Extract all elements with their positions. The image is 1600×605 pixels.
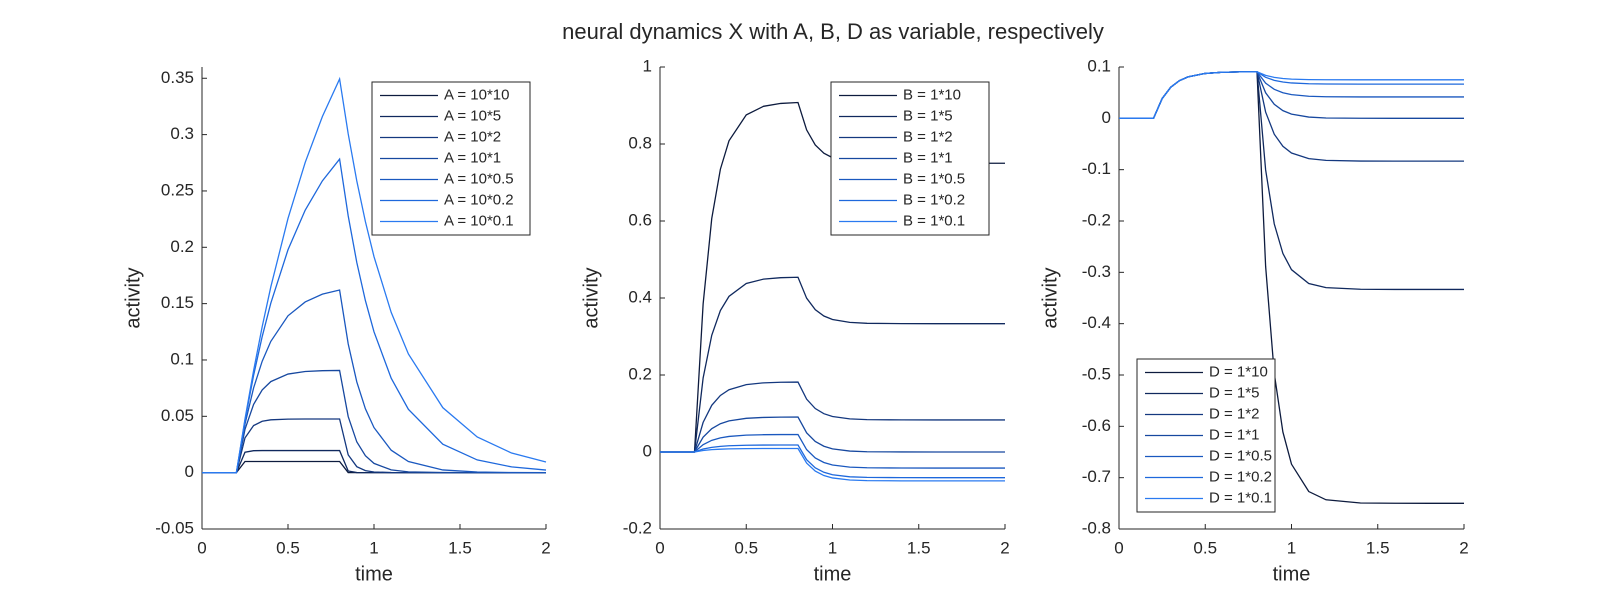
subplot: 0 0.5 1 1.5 2 -0.8 -0.7 -0.6 -0.5 -0.4 -0.3 -0.2 -0.… xyxy=(1039,56,1468,585)
y-tick-label: 0.1 xyxy=(170,349,194,368)
y-axis-label: activity xyxy=(1039,267,1061,328)
x-tick-label: 0 xyxy=(1114,538,1123,557)
legend-label: D = 1*2 xyxy=(1209,405,1259,422)
x-tick-label: 1 xyxy=(1287,538,1296,557)
y-tick-label: 0.35 xyxy=(161,68,194,87)
legend-label: B = 1*10 xyxy=(903,86,961,103)
y-tick-label: -0.4 xyxy=(1082,313,1111,332)
data-line xyxy=(660,381,1005,453)
y-tick-label: 0.05 xyxy=(161,406,194,425)
data-line xyxy=(660,433,1005,469)
legend-label: B = 1*0.2 xyxy=(903,191,965,208)
x-tick-label: 2 xyxy=(1000,538,1009,557)
x-tick-label: 2 xyxy=(1459,538,1468,557)
legend: B = 1*10 B = 1*5 B = 1*2 B = 1*1 B = 1*0.5 B … xyxy=(830,81,990,236)
y-tick-label: 0.1 xyxy=(1087,56,1111,75)
x-tick-label: 0.5 xyxy=(1193,538,1217,557)
x-axis-label: time xyxy=(355,563,393,585)
y-tick-label: 0.3 xyxy=(170,124,194,143)
y-axis-label: activity xyxy=(580,267,602,328)
y-tick-label: -0.7 xyxy=(1082,467,1111,486)
y-tick-label: -0.1 xyxy=(1082,159,1111,178)
y-tick-label: 0.15 xyxy=(161,293,194,312)
legend-label: D = 1*0.2 xyxy=(1209,468,1272,485)
legend-label: B = 1*0.5 xyxy=(903,170,965,187)
x-tick-label: 0 xyxy=(655,538,664,557)
legend-label: B = 1*1 xyxy=(903,149,953,166)
y-tick-label: 0 xyxy=(643,441,652,460)
legend-label: B = 1*5 xyxy=(903,107,953,124)
x-tick-label: 1.5 xyxy=(907,538,931,557)
y-tick-label: 0 xyxy=(1102,108,1111,127)
subplot: 0 0.5 1 1.5 2-0.200.20.40.60.81timeactivityB… xyxy=(580,56,1009,585)
y-tick-label: -0.3 xyxy=(1082,262,1111,281)
data-line xyxy=(202,157,547,474)
data-line xyxy=(660,416,1005,453)
y-tick-label: 0.2 xyxy=(628,364,652,383)
y-tick-label: -0.05 xyxy=(155,518,194,537)
legend-label: A = 10*0.5 xyxy=(444,170,514,187)
data-line xyxy=(660,444,1005,479)
subplot: 0 0.5 1 1.5 2-0.0500.050.10.150.20.250.30.35… xyxy=(122,67,551,585)
legend-label: A = 10*1 xyxy=(444,149,501,166)
data-line xyxy=(202,76,547,474)
y-tick-label: 0.2 xyxy=(170,237,194,256)
data-line xyxy=(660,447,1005,482)
y-tick-label: 0.6 xyxy=(628,210,652,229)
x-tick-label: 2 xyxy=(541,538,550,557)
legend-label: B = 1*0.1 xyxy=(903,212,965,229)
data-line xyxy=(1119,71,1464,162)
y-tick-label: -0.5 xyxy=(1082,364,1111,383)
x-tick-label: 0.5 xyxy=(734,538,758,557)
data-line xyxy=(202,289,547,474)
y-tick-label: 0.4 xyxy=(628,287,652,306)
data-line xyxy=(1119,71,1464,291)
legend-label: D = 1*5 xyxy=(1209,384,1259,401)
legend-label: D = 1*1 xyxy=(1209,426,1259,443)
legend-label: A = 10*5 xyxy=(444,107,501,124)
x-axis-label: time xyxy=(1273,563,1311,585)
x-tick-label: 0.5 xyxy=(276,538,300,557)
x-axis-label: time xyxy=(814,563,852,585)
y-tick-label: 0.25 xyxy=(161,180,194,199)
legend: A = 10*10 A = 10*5 A = 10*2 A = 10*1 A = 10*… xyxy=(371,81,531,236)
legend-label: A = 10*0.1 xyxy=(444,212,514,229)
legend-label: D = 1*0.5 xyxy=(1209,447,1272,464)
x-tick-label: 1.5 xyxy=(448,538,472,557)
y-tick-label: 0 xyxy=(185,462,194,481)
y-tick-label: -0.2 xyxy=(1082,210,1111,229)
y-tick-label: -0.6 xyxy=(1082,416,1111,435)
figure-title: neural dynamics X with A, B, D as variab… xyxy=(562,19,1104,44)
legend-label: A = 10*10 xyxy=(444,86,509,103)
data-line xyxy=(660,276,1005,453)
y-tick-label: -0.8 xyxy=(1082,518,1111,537)
legend-label: A = 10*0.2 xyxy=(444,191,514,208)
y-tick-label: 0.8 xyxy=(628,133,652,152)
legend-label: A = 10*2 xyxy=(444,128,501,145)
x-tick-label: 1 xyxy=(369,538,378,557)
x-tick-label: 1 xyxy=(828,538,837,557)
data-line xyxy=(202,369,546,474)
y-tick-label: 1 xyxy=(643,56,652,75)
legend-label: B = 1*2 xyxy=(903,128,953,145)
data-line xyxy=(1119,71,1464,119)
legend-label: D = 1*10 xyxy=(1209,363,1268,380)
x-tick-label: 0 xyxy=(197,538,206,557)
y-axis-label: activity xyxy=(122,267,144,328)
y-tick-label: -0.2 xyxy=(623,518,652,537)
legend: D = 1*10 D = 1*5 D = 1*2 D = 1*1 D = 1*0.5 D … xyxy=(1136,358,1276,513)
x-tick-label: 1.5 xyxy=(1366,538,1390,557)
legend-label: D = 1*0.1 xyxy=(1209,489,1272,506)
